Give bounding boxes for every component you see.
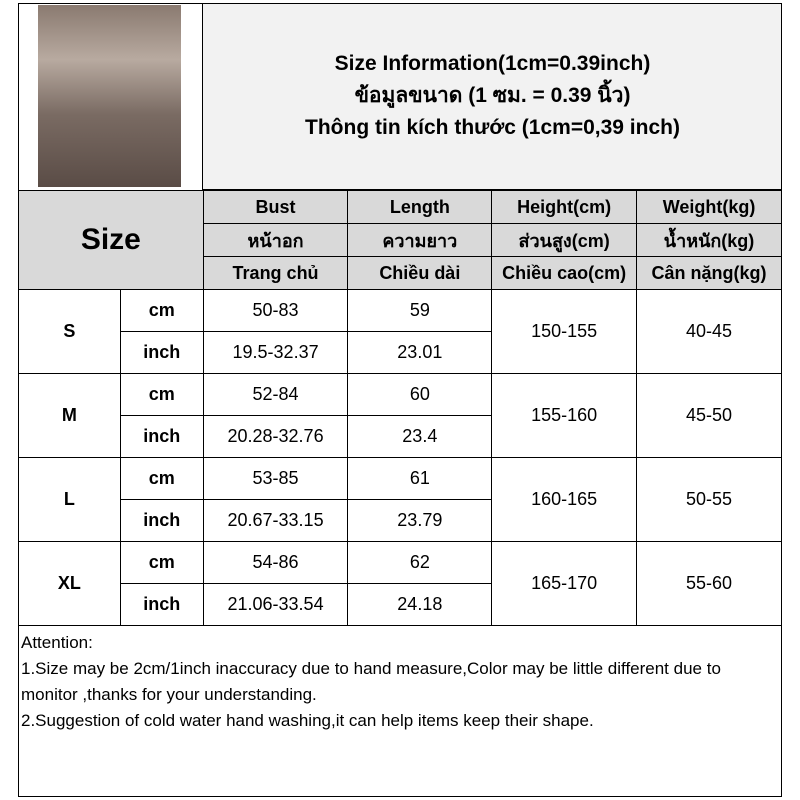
header-weight: Weight(kg): [636, 190, 782, 224]
size-label: S: [18, 289, 121, 374]
title-block: Size Information(1cm=0.39inch) ข้อมูลขนา…: [203, 3, 782, 190]
length-inch: 24.18: [347, 583, 493, 626]
unit-label: cm: [119, 289, 204, 332]
header-bust-vi: Trang chủ: [202, 256, 349, 290]
unit-label: cm: [119, 541, 204, 584]
size-table: Size Bust Length Height(cm) Weight(kg) ห…: [18, 190, 782, 626]
weight-range: 40-45: [636, 289, 782, 374]
height-range: 165-170: [491, 541, 638, 626]
unit-label: inch: [119, 415, 204, 458]
title-thai: ข้อมูลขนาด (1 ซม. = 0.39 นิ้ว): [354, 84, 631, 107]
attention-notes: Attention: 1.Size may be 2cm/1inch inacc…: [18, 628, 782, 797]
weight-range: 55-60: [636, 541, 782, 626]
bust-cm: 52-84: [202, 373, 349, 416]
bust-inch: 20.67-33.15: [202, 499, 349, 542]
length-cm: 59: [347, 289, 493, 332]
bust-cm: 50-83: [202, 289, 349, 332]
attention-heading: Attention:: [21, 633, 93, 652]
unit-label: cm: [119, 373, 204, 416]
header-weight-thai: น้ำหนัก(kg): [636, 223, 782, 257]
unit-label: inch: [119, 583, 204, 626]
attention-note-2: 2.Suggestion of cold water hand washing,…: [21, 711, 594, 730]
unit-label: inch: [119, 499, 204, 542]
length-cm: 62: [347, 541, 493, 584]
size-label: M: [18, 373, 121, 458]
table-row: inch 20.67-33.15 23.79: [19, 499, 782, 542]
table-row: XL cm 54-86 62 165-170 55-60: [18, 541, 782, 626]
attention-note-1: 1.Size may be 2cm/1inch inaccuracy due t…: [21, 659, 721, 704]
size-label: L: [18, 457, 121, 542]
bust-cm: 54-86: [202, 541, 349, 584]
header-length-thai: ความยาว: [347, 223, 493, 257]
weight-range: 45-50: [636, 373, 782, 458]
weight-range: 50-55: [636, 457, 782, 542]
header-length-vi: Chiều dài: [347, 256, 493, 290]
height-range: 160-165: [491, 457, 638, 542]
unit-label: cm: [119, 457, 204, 500]
header-height-vi: Chiều cao(cm): [491, 256, 638, 290]
length-cm: 61: [347, 457, 493, 500]
length-inch: 23.4: [347, 415, 493, 458]
title-vietnamese: Thông tin kích thước (1cm=0,39 inch): [305, 116, 680, 139]
header-height-thai: ส่วนสูง(cm): [491, 223, 638, 257]
bust-inch: 19.5-32.37: [202, 331, 349, 374]
table-row: inch 19.5-32.37 23.01: [19, 331, 782, 374]
outer-border: [18, 3, 782, 797]
size-header: Size: [18, 190, 204, 290]
length-cm: 60: [347, 373, 493, 416]
title-english: Size Information(1cm=0.39inch): [334, 52, 651, 75]
bust-cm: 53-85: [202, 457, 349, 500]
header-weight-vi: Cân nặng(kg): [636, 256, 782, 290]
product-photo: [38, 5, 181, 187]
bust-inch: 21.06-33.54: [202, 583, 349, 626]
length-inch: 23.01: [347, 331, 493, 374]
size-label: XL: [18, 541, 121, 626]
table-row: inch 21.06-33.54 24.18: [19, 583, 782, 626]
height-range: 150-155: [491, 289, 638, 374]
